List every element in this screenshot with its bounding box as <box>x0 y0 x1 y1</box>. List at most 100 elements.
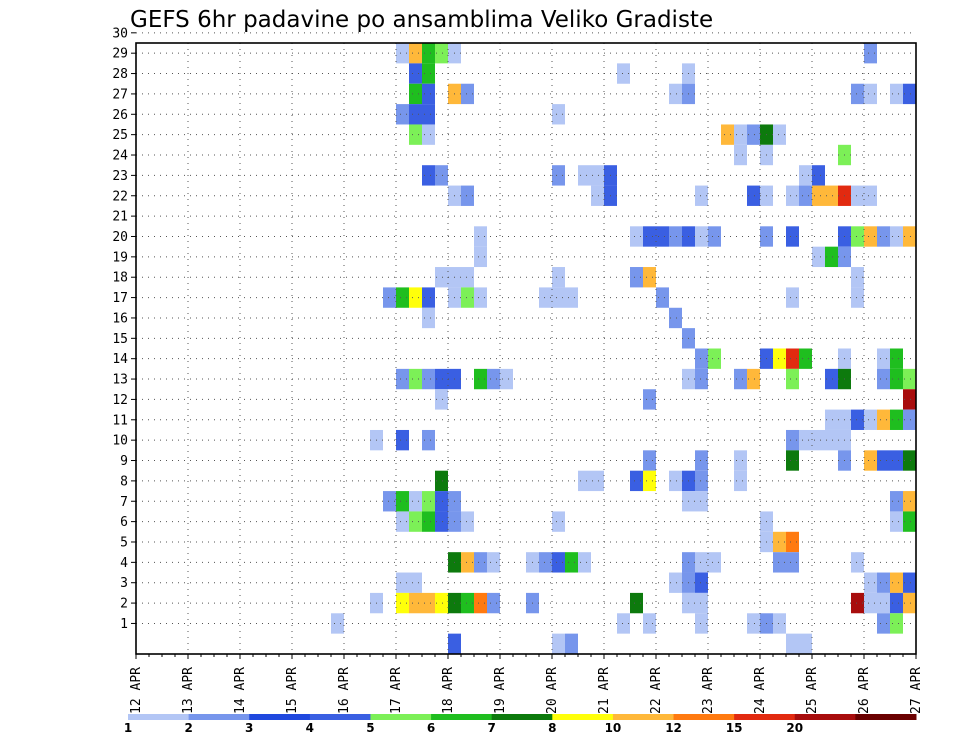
heatmap-cell <box>799 348 812 369</box>
heatmap-cell <box>461 592 474 614</box>
heatmap-cell <box>630 592 643 614</box>
heatmap-cell <box>435 592 448 614</box>
heatmap-cell <box>695 226 708 247</box>
y-tick-label: 6 <box>120 515 128 530</box>
heatmap-cell <box>864 185 877 206</box>
heatmap-cell <box>786 185 799 206</box>
heatmap-cell <box>877 368 890 390</box>
x-tick-label: 26 APR <box>857 667 872 714</box>
heatmap-cell <box>539 287 552 308</box>
legend-swatch <box>431 714 493 720</box>
heatmap-cell <box>461 287 474 308</box>
heatmap-cell <box>786 633 799 654</box>
heatmap-cell <box>903 450 916 471</box>
y-tick-label: 25 <box>112 128 128 143</box>
heatmap-cell <box>786 287 799 308</box>
x-tick-label: 20 APR <box>545 667 560 714</box>
heatmap-cell <box>786 348 799 369</box>
heatmap-cell <box>903 572 916 593</box>
heatmap-cell <box>864 450 877 471</box>
x-tick-label: 19 APR <box>493 667 508 714</box>
legend-label: 7 <box>488 721 496 735</box>
heatmap-cell <box>695 185 708 206</box>
heatmap-cells <box>331 43 916 654</box>
heatmap-cell <box>422 491 435 512</box>
heatmap-cell <box>539 552 552 573</box>
heatmap-cell <box>487 592 500 614</box>
heatmap-cell <box>422 124 435 145</box>
heatmap-cell <box>474 592 487 614</box>
y-tick-label: 28 <box>112 67 128 82</box>
heatmap-cell <box>708 552 721 573</box>
y-tick-label: 13 <box>112 373 128 388</box>
y-tick-label: 10 <box>112 434 128 449</box>
heatmap-cell <box>890 83 903 105</box>
x-tick-label: 15 APR <box>285 667 300 714</box>
heatmap-cell <box>812 185 825 206</box>
heatmap-cell <box>877 409 890 430</box>
heatmap-cell <box>890 348 903 369</box>
heatmap-cell <box>695 572 708 593</box>
heatmap-cell <box>812 429 825 451</box>
heatmap-cell <box>721 124 734 145</box>
heatmap-cell <box>396 287 409 308</box>
heatmap-cell <box>799 429 812 451</box>
legend-swatch <box>612 714 675 720</box>
heatmap-cell <box>773 531 786 553</box>
heatmap-cell <box>422 511 435 532</box>
heatmap-cell <box>643 470 656 492</box>
heatmap-cell <box>773 124 786 145</box>
heatmap-cell <box>695 491 708 512</box>
heatmap-cell <box>422 104 435 125</box>
heatmap-cell <box>422 43 435 64</box>
y-tick-label: 18 <box>112 271 128 286</box>
heatmap-cell <box>669 307 682 329</box>
y-tick-label: 8 <box>120 474 128 489</box>
heatmap-cell <box>552 104 565 125</box>
heatmap-cell <box>461 185 474 206</box>
heatmap-cell <box>877 592 890 614</box>
y-tick-label: 27 <box>112 87 128 102</box>
heatmap-cell <box>877 450 890 471</box>
y-tick-label: 21 <box>112 210 128 225</box>
legend-swatch <box>794 714 856 720</box>
heatmap-cell <box>396 592 409 614</box>
heatmap-cell <box>591 470 604 492</box>
heatmap-cell <box>409 511 422 532</box>
y-tick-label: 16 <box>112 311 128 326</box>
legend-label: 2 <box>184 721 192 735</box>
heatmap-cell <box>656 287 669 308</box>
y-tick-label: 1 <box>120 617 128 632</box>
y-tick-label: 22 <box>112 189 128 204</box>
heatmap-cell <box>500 368 513 390</box>
heatmap-cell <box>578 165 591 186</box>
heatmap-cell <box>552 552 565 573</box>
heatmap-cell <box>734 470 747 492</box>
chart-title: GEFS 6hr padavine po ansamblima Veliko G… <box>130 7 713 33</box>
heatmap-cell <box>734 124 747 145</box>
heatmap-cell <box>695 348 708 369</box>
heatmap-cell <box>695 470 708 492</box>
legend-swatch <box>552 714 614 720</box>
heatmap-cell <box>786 226 799 247</box>
heatmap-cell <box>422 368 435 390</box>
heatmap-cell <box>747 185 760 206</box>
heatmap-cell <box>422 83 435 105</box>
heatmap-cell <box>552 165 565 186</box>
legend-label: 10 <box>605 721 622 735</box>
y-tick-label: 11 <box>112 413 128 428</box>
heatmap-cell <box>864 43 877 64</box>
heatmap-cell <box>851 267 864 288</box>
heatmap-cell <box>734 144 747 166</box>
heatmap-cell <box>708 348 721 369</box>
heatmap-cell <box>578 552 591 573</box>
heatmap-cell <box>851 409 864 430</box>
heatmap-cell <box>435 267 448 288</box>
heatmap-cell <box>617 63 630 84</box>
heatmap-cell <box>591 185 604 206</box>
heatmap-cell <box>409 63 422 84</box>
heatmap-cell <box>630 267 643 288</box>
y-tick-label: 15 <box>112 332 128 347</box>
heatmap-cell <box>383 491 396 512</box>
